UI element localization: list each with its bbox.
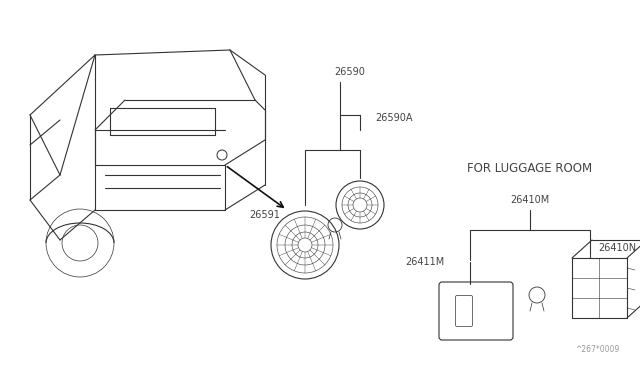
Text: 26410N: 26410N xyxy=(598,243,636,253)
Text: 26590: 26590 xyxy=(335,67,365,77)
Text: FOR LUGGAGE ROOM: FOR LUGGAGE ROOM xyxy=(467,161,593,174)
Text: 26591: 26591 xyxy=(249,210,280,220)
Text: 26590A: 26590A xyxy=(375,113,413,123)
Text: ^267*0009: ^267*0009 xyxy=(575,346,620,355)
Text: 26410M: 26410M xyxy=(510,195,550,205)
Text: 26411M: 26411M xyxy=(406,257,445,267)
